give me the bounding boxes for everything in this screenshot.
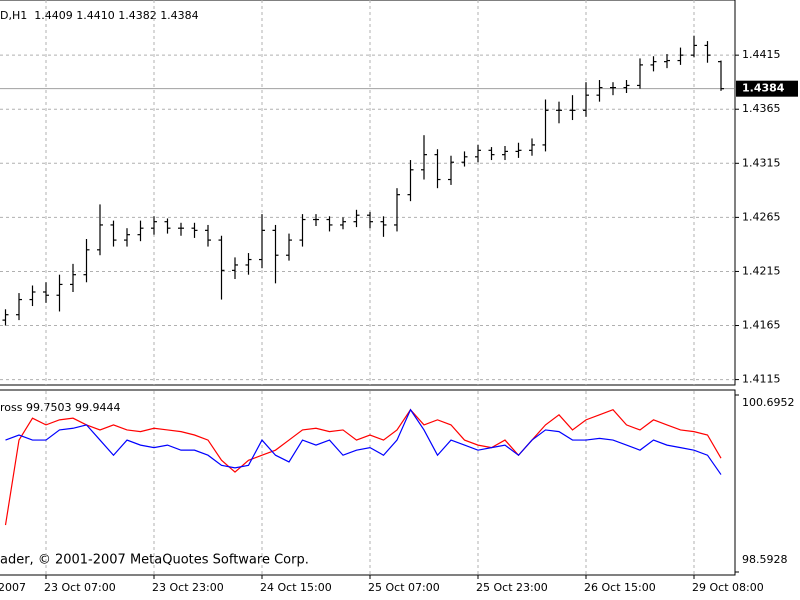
- indicator-frame: [0, 389, 736, 576]
- x-tick-label: 26 Oct 15:00: [584, 581, 656, 594]
- y-tick-label: 1.4265: [742, 210, 781, 223]
- x-tick-label: 23 Oct 07:00: [44, 581, 116, 594]
- x-tick-label: 24 Oct 15:00: [260, 581, 332, 594]
- chart-title: D,H1 1.4409 1.4410 1.4382 1.4384: [0, 9, 199, 22]
- y-tick-label: 98.5928: [742, 553, 788, 566]
- main-frame: [0, 0, 736, 386]
- y-tick-label: 1.4115: [742, 373, 781, 386]
- indicator-title: ross 99.7503 99.9444: [0, 401, 120, 414]
- x-tick-label: 25 Oct 23:00: [476, 581, 548, 594]
- x-tick-label: 25 Oct 07:00: [368, 581, 440, 594]
- y-tick-label: 1.4165: [742, 319, 781, 332]
- y-tick-label: 1.4315: [742, 156, 781, 169]
- indicator-line: [4, 408, 722, 526]
- y-tick-label: 1.4365: [742, 102, 781, 115]
- x-tick-label: 29 Oct 08:00: [692, 581, 764, 594]
- y-tick-label: 1.4415: [742, 48, 781, 61]
- x-edge-label: 2007: [0, 581, 26, 594]
- y-tick-label: 1.4215: [742, 264, 781, 277]
- current-price-label: 1.4384: [742, 82, 785, 95]
- current-price-box: [736, 80, 798, 97]
- y-tick-label: 100.6952: [742, 396, 795, 409]
- indicator-line: [5, 408, 722, 475]
- x-tick-label: 23 Oct 23:00: [152, 581, 224, 594]
